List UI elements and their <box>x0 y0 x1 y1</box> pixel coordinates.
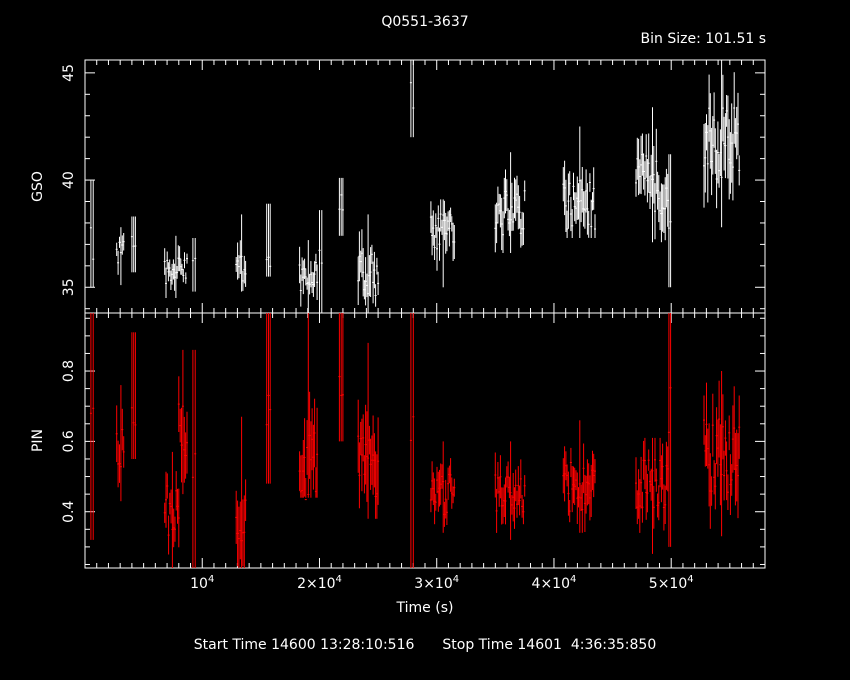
gso-segment-16 <box>667 154 672 288</box>
start-time-label: Start Time 14600 13:28:10:516 <box>193 637 415 653</box>
gso-segment-14 <box>562 126 596 238</box>
gso-series <box>89 60 741 313</box>
pin-ylabel: PIN <box>30 429 46 452</box>
pin-segment-12 <box>429 441 456 533</box>
gso-segment-10 <box>357 214 380 313</box>
pin-xtick-label: 3×104 <box>414 574 459 592</box>
gso-segment-11 <box>409 60 415 138</box>
gso-segment-5 <box>235 214 247 292</box>
pin-segment-17 <box>703 371 741 537</box>
gso-segment-3 <box>163 235 188 298</box>
gso-segment-13 <box>494 152 526 253</box>
pin-segment-1 <box>115 385 125 502</box>
pin-segment-5 <box>191 349 197 568</box>
pin-segment-15 <box>635 437 669 554</box>
pin-segment-11 <box>409 313 415 568</box>
pin-segment-14 <box>562 420 596 533</box>
pin-segment-3 <box>163 451 180 568</box>
pin-segment-9 <box>338 313 344 442</box>
pin-segment-0 <box>89 313 95 540</box>
gso-segment-1 <box>115 227 125 286</box>
pin-series <box>89 313 741 568</box>
pin-segment-6 <box>235 416 247 568</box>
gso-ylabel: GSO <box>30 171 46 202</box>
pin-segment-16 <box>667 313 672 547</box>
pin-segment-8 <box>298 313 319 501</box>
time-range-footer: Start Time 14600 13:28:10:516 Stop Time 1… <box>0 637 850 653</box>
gso-ytick-label: 35 <box>61 278 77 296</box>
gso-segment-9 <box>338 177 344 236</box>
gso-ytick-label: 40 <box>61 171 77 189</box>
pin-xtick-label: 5×104 <box>649 574 694 592</box>
pin-ytick-label: 0.8 <box>61 360 77 382</box>
gso-segment-8 <box>318 210 323 313</box>
pin-segment-2 <box>130 332 137 459</box>
gso-segment-0 <box>89 180 95 288</box>
pin-segment-7 <box>265 313 272 484</box>
gso-ytick-label: 45 <box>61 64 77 82</box>
x-axis-label: Time (s) <box>396 600 454 616</box>
pin-segment-10 <box>357 342 380 519</box>
gso-segment-15 <box>635 107 669 243</box>
pin-ytick-label: 0.6 <box>61 430 77 452</box>
stop-time-label: Stop Time 14601 4:36:35:850 <box>442 637 657 653</box>
bin-size-label: Bin Size: 101.51 s <box>640 31 766 47</box>
gso-segment-7 <box>298 240 319 313</box>
pin-segment-4 <box>177 349 188 495</box>
gso-segment-6 <box>265 203 272 277</box>
chart-title: Q0551-3637 <box>381 14 469 30</box>
pin-ytick-label: 0.4 <box>61 500 77 522</box>
gso-segment-4 <box>191 238 197 292</box>
pin-xtick-label: 4×104 <box>532 574 577 592</box>
pin-xtick-label: 104 <box>190 574 214 592</box>
gso-segment-2 <box>130 216 137 273</box>
pin-segment-13 <box>494 441 526 540</box>
gso-segment-17 <box>703 60 741 228</box>
pin-xtick-label: 2×104 <box>297 574 342 592</box>
gso-segment-12 <box>429 199 456 288</box>
